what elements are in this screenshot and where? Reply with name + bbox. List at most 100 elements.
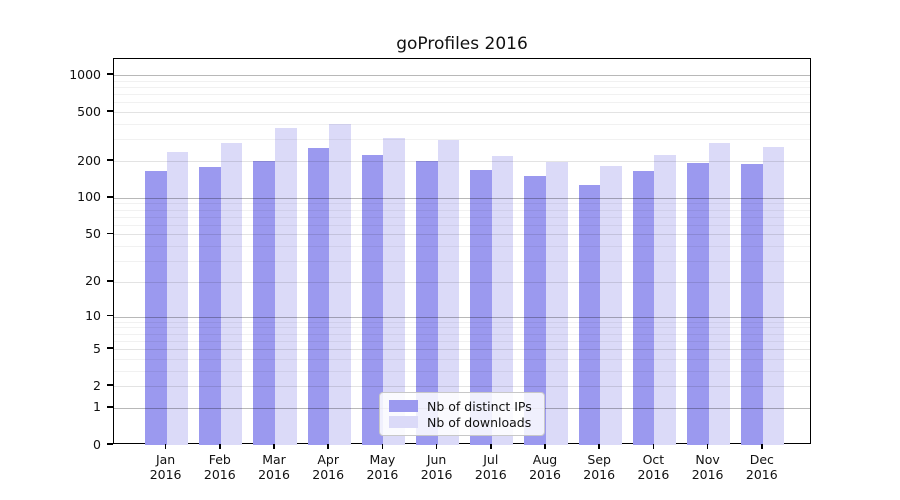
- x-axis-tick-mar: [273, 444, 275, 449]
- y-axis-label-2: 2: [93, 377, 101, 393]
- gridline-300: [114, 139, 810, 141]
- legend-entry-distinct-ips: Nb of distinct IPs: [389, 398, 535, 414]
- gridline-200: [114, 161, 810, 163]
- bar-distinct-ips-jul: [470, 170, 492, 445]
- y-axis-tick-2: [107, 384, 113, 386]
- y-axis-tick-1000: [107, 73, 113, 75]
- gridline-1000: [114, 75, 810, 77]
- x-axis-tick-apr: [327, 444, 329, 449]
- legend-swatch-distinct-ips: [389, 400, 418, 412]
- x-axis-tick-aug: [544, 444, 546, 449]
- gridline-90: [114, 203, 810, 205]
- bar-distinct-ips-mar: [253, 161, 275, 445]
- gridline-100: [114, 197, 810, 199]
- y-axis-tick-20: [107, 280, 113, 282]
- x-axis-year-aug: 2016: [529, 467, 561, 482]
- y-axis-label-50: 50: [85, 225, 101, 241]
- x-axis-year-nov: 2016: [691, 467, 724, 482]
- y-axis-tick-0: [107, 443, 113, 445]
- y-axis-label-1: 1: [93, 399, 101, 415]
- x-axis-tick-dec: [761, 444, 763, 449]
- x-axis-label-jul: Jul 2016: [461, 452, 521, 482]
- legend: Nb of distinct IPs Nb of downloads: [379, 392, 545, 436]
- x-axis-label-jan: Jan 2016: [136, 452, 196, 482]
- gridline-3: [114, 370, 810, 372]
- y-axis-label-200: 200: [77, 152, 101, 168]
- gridline-9: [114, 321, 810, 323]
- x-axis-year-apr: 2016: [312, 467, 345, 482]
- bar-downloads-apr: [329, 124, 351, 445]
- x-axis-label-may: May 2016: [352, 452, 412, 482]
- x-axis-label-apr: Apr 2016: [298, 452, 358, 482]
- x-axis-year-sep: 2016: [583, 467, 616, 482]
- x-axis-tick-oct: [652, 444, 655, 449]
- y-axis-label-20: 20: [85, 273, 101, 289]
- x-axis-year-oct: 2016: [637, 467, 670, 482]
- x-axis-year-jun: 2016: [420, 467, 453, 482]
- y-axis-label-1000: 1000: [69, 66, 101, 82]
- gridline-400: [114, 124, 810, 126]
- bar-downloads-feb: [220, 143, 243, 445]
- legend-label-distinct-ips: Nb of distinct IPs: [427, 398, 532, 414]
- gridline-6: [114, 340, 810, 342]
- gridline-30: [114, 261, 810, 263]
- x-axis-year-mar: 2016: [258, 467, 290, 482]
- gridline-70: [114, 216, 810, 218]
- bar-distinct-ips-may: [361, 154, 384, 445]
- bar-downloads-aug: [546, 162, 568, 445]
- bar-distinct-ips-sep: [578, 184, 601, 445]
- y-axis-tick-100: [107, 196, 113, 198]
- gridline-60: [114, 224, 810, 226]
- bar-distinct-ips-oct: [632, 171, 655, 445]
- bar-distinct-ips-feb: [199, 166, 221, 445]
- chart-title: goProfiles 2016: [396, 34, 528, 54]
- x-axis-tick-nov: [706, 444, 709, 449]
- gridline-50: [114, 234, 810, 236]
- gridline-5: [114, 349, 810, 351]
- gridline-40: [114, 246, 810, 248]
- x-axis-tick-jul: [490, 444, 492, 449]
- y-axis-label-500: 500: [77, 103, 101, 119]
- gridline-8: [114, 327, 810, 329]
- gridline-10: [114, 316, 810, 318]
- x-axis-label-mar: Mar 2016: [244, 452, 304, 482]
- bar-downloads-oct: [654, 154, 676, 445]
- x-axis-label-sep: Sep 2016: [569, 452, 629, 482]
- x-axis-label-dec: Dec 2016: [732, 452, 792, 482]
- gridline-2: [114, 386, 810, 388]
- gridline-7: [114, 333, 810, 335]
- bar-distinct-ips-jun: [416, 161, 438, 445]
- gridline-4: [114, 358, 810, 360]
- x-axis-tick-feb: [219, 444, 221, 449]
- x-axis-tick-jan: [164, 444, 167, 449]
- bar-distinct-ips-apr: [307, 148, 330, 445]
- y-axis-tick-200: [107, 159, 113, 161]
- y-axis-tick-10: [107, 314, 113, 317]
- x-axis-tick-jun: [435, 444, 438, 449]
- y-axis-label-5: 5: [93, 340, 101, 356]
- x-axis-year-feb: 2016: [203, 467, 236, 482]
- bar-downloads-jul: [491, 155, 514, 445]
- y-axis-tick-1: [107, 406, 113, 408]
- y-axis-label-10: 10: [85, 308, 101, 324]
- gridline-80: [114, 209, 810, 211]
- x-axis-year-dec: 2016: [745, 467, 778, 482]
- bar-distinct-ips-jan: [145, 171, 167, 445]
- y-axis-tick-500: [107, 110, 113, 112]
- gridline-600: [114, 102, 810, 104]
- y-axis-tick-5: [107, 347, 113, 349]
- bar-downloads-jan: [166, 152, 189, 445]
- y-axis-label-100: 100: [77, 189, 101, 205]
- x-axis-tick-sep: [598, 444, 600, 449]
- gridline-500: [114, 112, 810, 114]
- bar-downloads-jun: [437, 140, 460, 445]
- x-axis-year-may: 2016: [366, 467, 399, 482]
- bar-distinct-ips-dec: [741, 163, 763, 445]
- legend-entry-downloads: Nb of downloads: [389, 414, 535, 430]
- x-axis-label-nov: Nov 2016: [678, 452, 738, 482]
- plot-area: [113, 58, 811, 445]
- bar-distinct-ips-nov: [687, 162, 709, 445]
- bar-downloads-may: [383, 137, 405, 445]
- y-axis-label-0: 0: [93, 436, 101, 452]
